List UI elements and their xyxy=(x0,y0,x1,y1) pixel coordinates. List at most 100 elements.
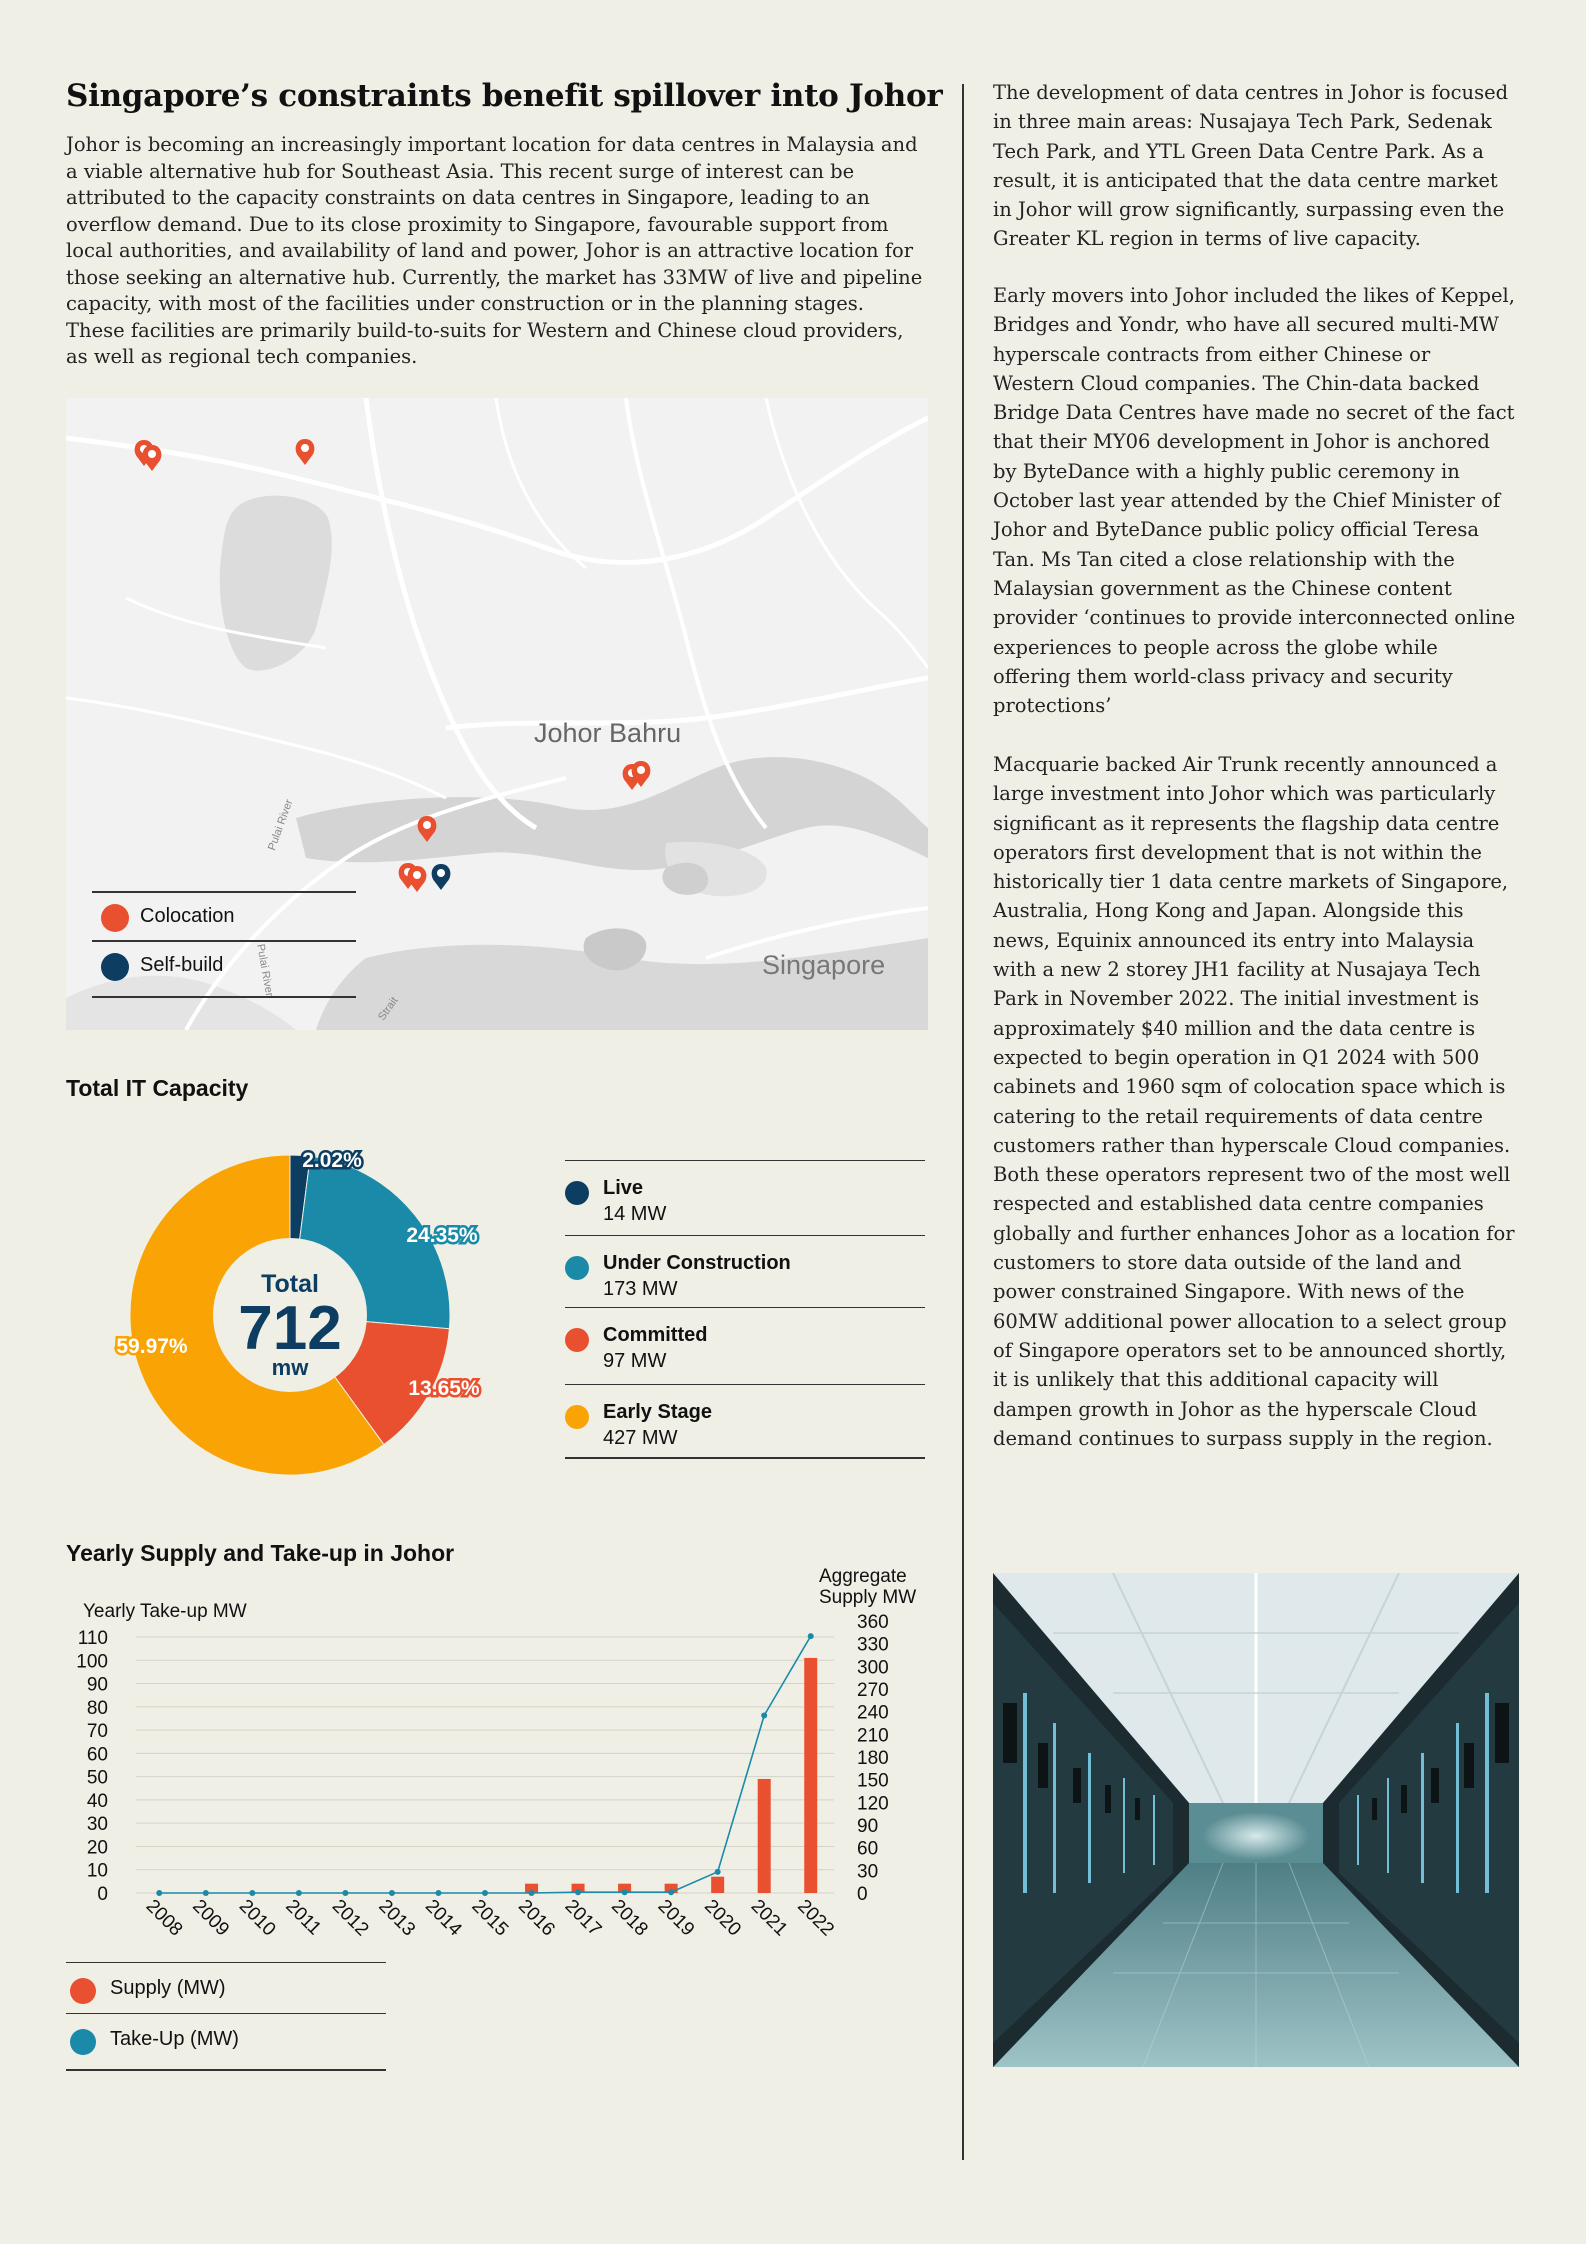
x-tick-label: 2019 xyxy=(654,1896,699,1941)
map-legend-divider xyxy=(92,940,356,942)
body-paragraph-1: The development of data centres in Johor… xyxy=(993,81,1509,251)
take-up-point xyxy=(156,1890,163,1896)
self-build-pin-icon[interactable] xyxy=(431,864,451,890)
legend-value-live: 14 MW xyxy=(603,1203,667,1225)
under-construction-legend-icon xyxy=(565,1256,589,1280)
take-up-line xyxy=(159,1635,812,1894)
legend-label-under-construction: Under Construction xyxy=(603,1252,791,1274)
supply-bar xyxy=(711,1876,725,1893)
take-up-point xyxy=(575,1889,582,1896)
data-centre-photo xyxy=(993,1573,1519,2067)
server-aisle-image xyxy=(993,1573,1519,2067)
map-label-singapore: Singapore xyxy=(762,950,886,980)
capacity-donut-chart: Total 712 mw 2.02% 24.35% 13.65% 59.97% xyxy=(114,1147,482,1476)
legend-value-early-stage: 427 MW xyxy=(603,1427,678,1449)
early-stage-legend-icon xyxy=(565,1405,589,1429)
chart-legend-take-up-label: Take-Up (MW) xyxy=(110,2028,239,2050)
intro-paragraph: Johor is becoming an increasingly import… xyxy=(66,133,923,368)
map-label-johor-bahru: Johor Bahru xyxy=(534,718,682,748)
colocation-pin-icon[interactable] xyxy=(407,866,427,892)
x-tick-label: 2017 xyxy=(561,1896,606,1941)
take-up-point xyxy=(621,1889,628,1896)
colocation-pin-icon[interactable] xyxy=(142,445,162,471)
yearly-chart-heading: Yearly Supply and Take-up in Johor xyxy=(66,1540,455,1566)
take-up-point xyxy=(714,1868,721,1875)
right-tick-label: 180 xyxy=(857,1748,889,1769)
johor-map: Johor Bahru Singapore Pulai River Pulai … xyxy=(66,398,928,1030)
legend-value-under-construction: 173 MW xyxy=(603,1278,678,1300)
x-tick-label: 2011 xyxy=(281,1896,325,1940)
x-tick-label: 2013 xyxy=(374,1896,419,1941)
x-tick-label: 2009 xyxy=(188,1896,233,1941)
right-tick-label: 90 xyxy=(857,1816,878,1837)
x-tick-label: 2021 xyxy=(747,1896,792,1941)
supply-bar xyxy=(571,1883,585,1893)
take-up-point xyxy=(482,1890,488,1896)
donut-center xyxy=(213,1238,367,1392)
total-capacity-heading: Total IT Capacity xyxy=(66,1075,249,1101)
live-legend-icon xyxy=(565,1181,589,1205)
supply-bar xyxy=(525,1883,539,1893)
x-tick-label: 2014 xyxy=(421,1896,466,1941)
donut-label-live: 2.02% xyxy=(302,1149,362,1172)
legend-value-committed: 97 MW xyxy=(603,1350,667,1372)
right-tick-label: 300 xyxy=(857,1657,889,1678)
donut-center-value: 712 xyxy=(238,1294,341,1363)
legend-item-early-stage: Early Stage 427 MW xyxy=(565,1384,925,1460)
colocation-pin-icon[interactable] xyxy=(417,816,437,842)
chart-legend-take-up: Take-Up (MW) xyxy=(66,2013,386,2064)
donut-label-committed: 13.65% xyxy=(408,1377,480,1400)
donut-label-early-stage: 59.97% xyxy=(116,1335,188,1358)
body-paragraph-2: Early movers into Johor included the lik… xyxy=(993,284,1516,718)
right-tick-label: 330 xyxy=(857,1635,889,1656)
chart-legend-divider xyxy=(66,2069,386,2071)
map-legend-colocation: Colocation xyxy=(140,905,235,927)
take-up-point xyxy=(202,1890,209,1896)
right-tick-label: 30 xyxy=(857,1861,878,1882)
donut-center-unit: mw xyxy=(272,1355,310,1380)
right-axis-title-line2: Supply MW xyxy=(819,1587,916,1608)
colocation-legend-icon xyxy=(101,904,129,932)
x-tick-label: 2018 xyxy=(607,1896,652,1941)
x-tick-label: 2008 xyxy=(142,1896,187,1941)
right-tick-label: 150 xyxy=(857,1771,889,1792)
body-paragraph-3: Macquarie backed Air Trunk recently anno… xyxy=(993,753,1515,1450)
supply-bar xyxy=(757,1778,771,1893)
take-up-legend-icon xyxy=(70,2029,96,2055)
left-tick-label: 40 xyxy=(87,1791,108,1812)
take-up-point xyxy=(528,1890,535,1896)
map-legend-self-build: Self-build xyxy=(140,954,224,976)
legend-label-live: Live xyxy=(603,1177,644,1199)
left-tick-label: 60 xyxy=(87,1744,108,1765)
colocation-pin-icon[interactable] xyxy=(631,761,651,787)
legend-label-early-stage: Early Stage xyxy=(603,1401,712,1423)
left-tick-label: 110 xyxy=(78,1628,108,1649)
left-tick-label: 80 xyxy=(87,1698,108,1719)
legend-label-committed: Committed xyxy=(603,1324,708,1346)
chart-legend-supply-label: Supply (MW) xyxy=(110,1977,226,1999)
chart-legend-supply: Supply (MW) xyxy=(66,1962,386,2013)
x-tick-label: 2022 xyxy=(793,1896,838,1941)
supply-bar xyxy=(664,1883,678,1893)
self-build-legend-icon xyxy=(101,953,129,981)
left-tick-label: 10 xyxy=(87,1861,108,1882)
x-tick-label: 2016 xyxy=(514,1896,559,1941)
x-tick-label: 2010 xyxy=(235,1896,280,1941)
left-tick-label: 100 xyxy=(76,1651,108,1672)
right-tick-label: 360 xyxy=(857,1612,889,1633)
take-up-point xyxy=(807,1633,814,1640)
legend-item-committed: Committed 97 MW xyxy=(565,1307,925,1383)
right-tick-label: 210 xyxy=(857,1725,889,1746)
left-tick-label: 0 xyxy=(97,1884,108,1905)
take-up-point xyxy=(388,1890,395,1896)
colocation-pin-icon[interactable] xyxy=(295,439,315,465)
supply-bar xyxy=(618,1883,632,1893)
right-tick-label: 60 xyxy=(857,1839,878,1860)
map-legend-divider xyxy=(92,891,356,893)
right-axis-title-line1: Aggregate xyxy=(819,1566,907,1587)
legend-item-under-construction: Under Construction 173 MW xyxy=(565,1235,925,1311)
map-legend-divider xyxy=(92,996,356,998)
right-tick-label: 120 xyxy=(857,1793,889,1814)
right-tick-label: 270 xyxy=(857,1680,889,1701)
left-tick-label: 50 xyxy=(87,1768,108,1789)
